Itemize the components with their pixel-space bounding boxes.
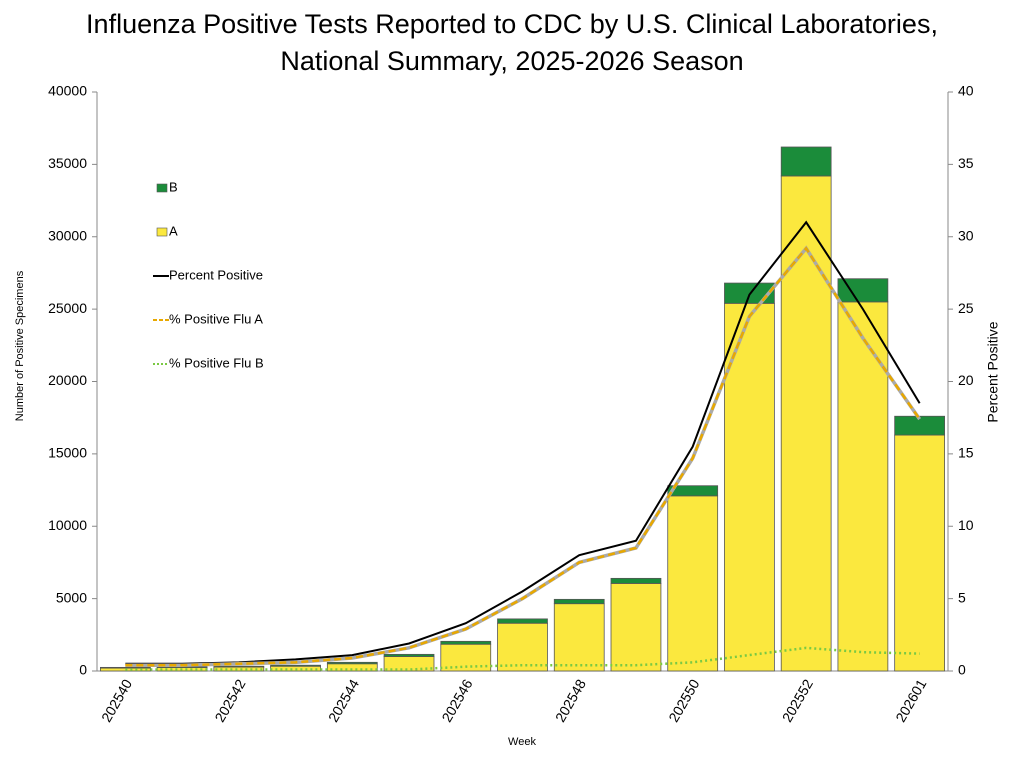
legend-label: % Positive Flu B <box>169 355 264 370</box>
x-tick-label: 202544 <box>325 676 362 725</box>
y-axis-label: Number of Positive Specimens <box>14 270 26 421</box>
y2-tick-label: 30 <box>958 227 974 243</box>
legend-label: Percent Positive <box>169 267 263 282</box>
bar <box>100 666 151 669</box>
bar <box>667 495 719 672</box>
bar <box>553 603 605 672</box>
x-tick-label: 202601 <box>892 676 929 725</box>
line <box>125 220 921 665</box>
chart-title: National Summary, 2025-2026 Season <box>280 46 743 76</box>
y-tick-label: 20000 <box>48 372 87 388</box>
y-tick-label: 40000 <box>48 83 87 99</box>
y-tick-label: 25000 <box>48 300 87 316</box>
bar <box>724 302 775 672</box>
x-tick-label: 202552 <box>779 676 816 725</box>
y-tick-label: 35000 <box>48 155 87 171</box>
bar <box>326 661 378 665</box>
legend-label: A <box>169 223 178 238</box>
x-tick-label: 202540 <box>98 676 135 725</box>
y2-tick-label: 25 <box>958 300 974 316</box>
bar <box>270 664 321 667</box>
bar <box>383 653 435 657</box>
bar <box>610 577 662 584</box>
x-tick-label: 202546 <box>438 676 475 725</box>
bar <box>837 278 889 303</box>
bar <box>610 583 662 672</box>
legend-label: % Positive Flu A <box>169 311 263 326</box>
x-axis-label: Week <box>508 736 536 748</box>
bar <box>440 640 492 645</box>
line <box>125 246 921 667</box>
bar <box>837 301 889 672</box>
bar <box>894 434 945 672</box>
x-tick-label: 202542 <box>211 676 248 725</box>
y-tick-label: 10000 <box>48 517 87 533</box>
y2-axis-label: Percent Positive <box>985 321 1001 422</box>
bar <box>440 643 492 672</box>
y-tick-label: 0 <box>79 662 87 678</box>
y2-tick-label: 10 <box>958 517 974 533</box>
y2-tick-label: 40 <box>958 83 974 99</box>
legend-swatch <box>156 183 168 193</box>
y2-tick-label: 5 <box>958 589 966 605</box>
y2-tick-label: 15 <box>958 445 974 461</box>
bar <box>780 146 832 177</box>
y-tick-label: 15000 <box>48 445 87 461</box>
bar <box>553 598 605 605</box>
legend-label: B <box>169 179 178 194</box>
bar <box>213 665 265 668</box>
x-tick-label: 202548 <box>552 676 589 725</box>
y-tick-label: 30000 <box>48 227 87 243</box>
y-tick-label: 5000 <box>56 589 87 605</box>
bar <box>497 618 548 624</box>
y2-tick-label: 0 <box>958 662 966 678</box>
bar <box>497 622 548 672</box>
bar <box>667 485 719 497</box>
y2-tick-label: 35 <box>958 155 974 171</box>
legend-swatch <box>156 227 168 237</box>
chart-title: Influenza Positive Tests Reported to CDC… <box>86 9 938 39</box>
y2-tick-label: 20 <box>958 372 974 388</box>
x-tick-label: 202550 <box>665 676 702 725</box>
